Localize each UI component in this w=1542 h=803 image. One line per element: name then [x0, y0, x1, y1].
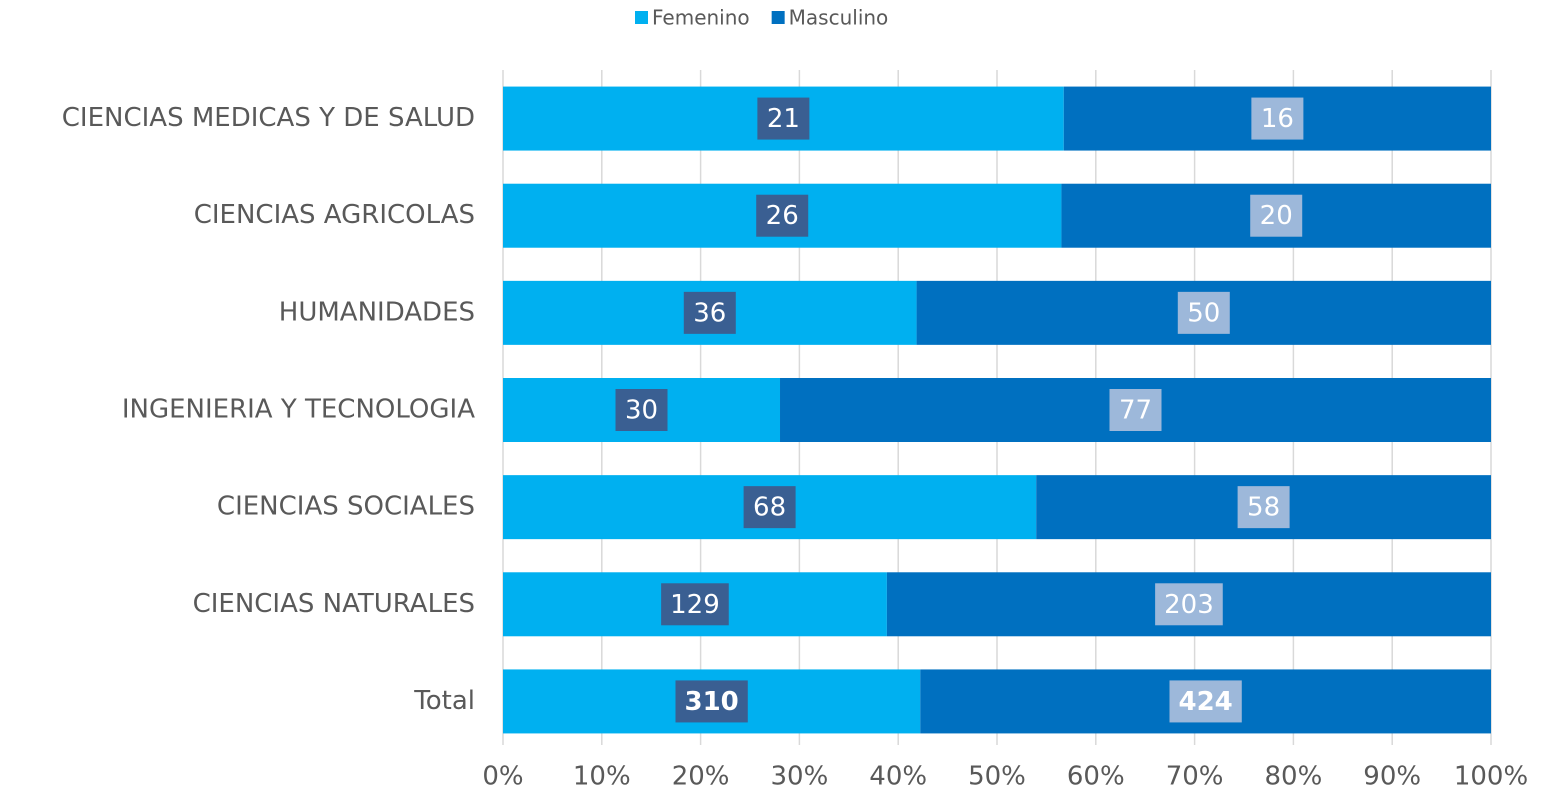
data-label: 21 [757, 97, 810, 140]
x-tick-label: 70% [1166, 762, 1224, 792]
data-label-text: 424 [1178, 687, 1232, 717]
y-tick-label: HUMANIDADES [279, 297, 475, 327]
data-label-box [1169, 680, 1242, 723]
x-tick-label: 80% [1265, 762, 1323, 792]
x-tick-label: 10% [573, 762, 631, 792]
data-label-box [675, 680, 748, 723]
data-label: 77 [1109, 389, 1162, 431]
data-label: 30 [615, 389, 668, 431]
data-label-box [615, 389, 668, 431]
data-label: 20 [1250, 194, 1303, 237]
data-label: 50 [1177, 291, 1230, 334]
x-tick-label: 90% [1363, 762, 1421, 792]
data-label-text: 16 [1261, 104, 1294, 134]
data-label-box [661, 583, 729, 626]
data-label-box [756, 194, 809, 237]
y-tick-label: CIENCIAS MEDICAS Y DE SALUD [62, 103, 475, 133]
data-label: 310 [675, 680, 748, 723]
data-label-box [1251, 97, 1304, 140]
data-label-box [1155, 583, 1223, 626]
data-label-text: 77 [1119, 396, 1152, 426]
data-label: 203 [1155, 583, 1223, 626]
data-label-box [743, 486, 796, 529]
x-tick-label: 20% [672, 762, 730, 792]
data-label-text: 26 [766, 201, 799, 231]
y-tick-label: INGENIERIA Y TECNOLOGIA [122, 395, 475, 425]
data-label: 68 [743, 486, 796, 529]
y-tick-label: CIENCIAS SOCIALES [217, 492, 475, 522]
data-label-box [1177, 291, 1230, 334]
data-label-box [683, 291, 736, 334]
data-label-text: 203 [1164, 590, 1214, 620]
data-label: 129 [661, 583, 729, 626]
legend-swatch [635, 11, 648, 24]
data-label-box [757, 97, 810, 140]
data-label-text: 21 [767, 104, 800, 134]
x-tick-label: 30% [771, 762, 829, 792]
data-label-box [1237, 486, 1290, 529]
data-label-text: 129 [670, 590, 720, 620]
data-label-text: 310 [684, 687, 738, 717]
y-tick-label: Total [413, 686, 475, 716]
x-tick-label: 0% [482, 762, 523, 792]
y-tick-label: CIENCIAS NATURALES [193, 589, 475, 619]
data-label: 16 [1251, 97, 1304, 140]
legend-swatch [771, 11, 785, 24]
x-tick-label: 60% [1067, 762, 1125, 792]
data-label-text: 68 [753, 493, 786, 523]
x-tick-label: 40% [869, 762, 927, 792]
x-tick-label: 100% [1454, 762, 1528, 792]
data-label-text: 36 [693, 298, 726, 328]
y-tick-label: CIENCIAS AGRICOLAS [194, 200, 475, 230]
legend-label: Masculino [789, 6, 889, 30]
data-label-text: 50 [1187, 298, 1220, 328]
x-tick-label: 50% [968, 762, 1026, 792]
data-label-box [1109, 389, 1162, 431]
data-label-text: 20 [1260, 201, 1293, 231]
data-label-text: 30 [625, 396, 658, 426]
legend-label: Femenino [652, 6, 750, 30]
data-label: 58 [1237, 486, 1290, 529]
data-label: 424 [1169, 680, 1242, 723]
data-label-box [1250, 194, 1303, 237]
data-label: 26 [756, 194, 809, 237]
data-label-text: 58 [1247, 493, 1280, 523]
data-label: 36 [683, 291, 736, 334]
legend: Femenino Masculino [635, 6, 888, 30]
